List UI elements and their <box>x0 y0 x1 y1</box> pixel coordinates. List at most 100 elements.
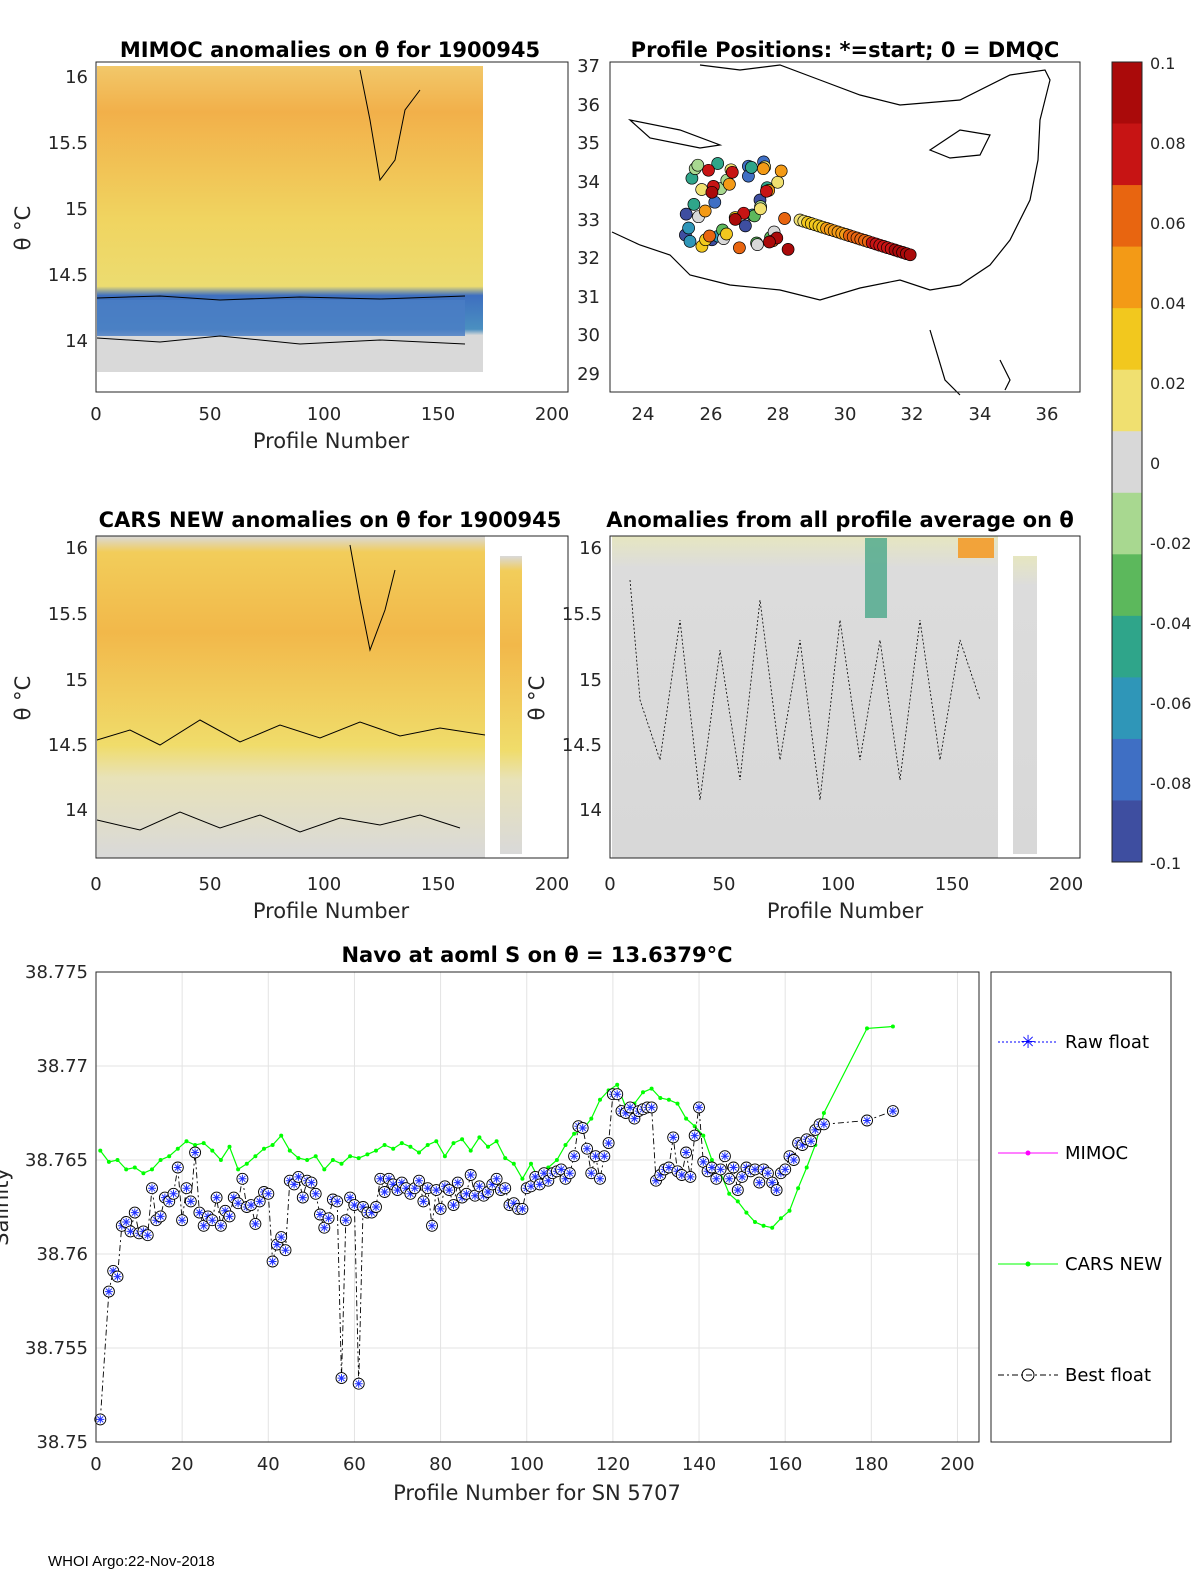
best-float-point <box>602 1137 615 1150</box>
profile-position-marker <box>728 213 742 226</box>
salinity-axes-box <box>95 971 980 1443</box>
colorbar-cell <box>1112 492 1142 555</box>
coastline <box>611 64 1051 396</box>
tick-label: 14.5 <box>562 735 602 756</box>
best-float-point <box>331 1195 344 1208</box>
cars-new-point <box>520 1176 525 1181</box>
tick-label: 28 <box>767 404 790 425</box>
best-float-point <box>886 1105 899 1118</box>
best-float-point <box>594 1172 606 1185</box>
cars-new-point <box>796 1186 801 1191</box>
colorbar-cell <box>1112 800 1142 863</box>
best-float-point <box>111 1270 124 1283</box>
tick-label: 14 <box>65 331 88 352</box>
legend-label: MIMOC <box>1065 1143 1128 1164</box>
mimoc-y-ticks: 16 15.5 15 14.5 14 <box>48 67 88 352</box>
tick-label: 100 <box>307 874 341 895</box>
cars-new-point <box>589 1116 594 1121</box>
circle-icon <box>1021 1368 1035 1382</box>
tick-label: 16 <box>65 538 88 559</box>
profile-position-marker <box>679 207 693 221</box>
average-title: Anomalies from all profile average on θ <box>606 508 1074 532</box>
average-y-ticks: 16 15.5 15 14.5 14 <box>562 538 602 821</box>
colorbar-ticks: 0.1 0.08 0.06 0.04 0.02 0 -0.02 -0.04 -0… <box>1150 54 1191 873</box>
best-float-point <box>335 1372 348 1385</box>
best-float-point <box>611 1088 624 1101</box>
tick-label: 38.755 <box>25 1338 88 1359</box>
colorbar-tick: -0.04 <box>1150 614 1191 633</box>
cars-new-point <box>408 1144 413 1149</box>
best-float-point <box>779 1163 792 1176</box>
cars-y-ticks: 16 15.5 15 14.5 14 <box>48 538 88 821</box>
cars-xlabel: Profile Number <box>253 899 410 923</box>
cars-new-point <box>279 1133 284 1138</box>
cars-new-point <box>511 1161 516 1166</box>
cars-new-point <box>503 1156 508 1161</box>
best-float-point <box>516 1202 529 1215</box>
dot-icon <box>1025 1261 1031 1267</box>
panel-mimoc: MIMOC anomalies on θ for 1900945 0 50 10… <box>11 38 569 453</box>
profile-position-marker <box>781 243 795 256</box>
dot-icon <box>1025 1150 1031 1156</box>
tick-label: 16 <box>579 538 602 559</box>
profile-position-marker <box>723 177 736 191</box>
cars-new-point <box>356 1156 361 1161</box>
colorbar-cell <box>1112 615 1142 678</box>
average-hot-spot <box>958 538 994 558</box>
profile-position-marker <box>778 212 791 225</box>
cars-new-point <box>641 1090 645 1095</box>
colorbar-tick: 0.04 <box>1150 294 1186 313</box>
cars-new-point <box>563 1143 568 1147</box>
tick-label: 180 <box>854 1454 888 1475</box>
cars-new-point <box>227 1144 232 1149</box>
salinity-title: Navo at aoml S on θ = 13.6379°C <box>341 943 732 967</box>
mimoc-contour <box>96 69 466 345</box>
cars-x-ticks: 0 50 100 150 200 <box>90 874 569 895</box>
cars-new-point <box>193 1143 198 1147</box>
best-float-point <box>568 1150 581 1163</box>
legend-label: Best float <box>1065 1365 1151 1386</box>
cars-new-point <box>184 1139 189 1144</box>
cars-new-point <box>210 1148 215 1153</box>
cars-new-point <box>262 1146 266 1151</box>
cars-new-point <box>236 1167 241 1172</box>
cars-new-point <box>468 1148 473 1153</box>
panel-salinity: Navo at aoml S on θ = 13.6379°C 0 20 40 60 8… <box>0 943 1172 1505</box>
best-float-point <box>189 1146 202 1159</box>
profile-position-marker <box>691 158 705 172</box>
tick-label: 14.5 <box>48 265 88 286</box>
average-contour <box>629 579 981 801</box>
tick-label: 36 <box>577 95 600 116</box>
best-float-point <box>339 1214 352 1227</box>
tick-label: 200 <box>535 874 569 895</box>
best-float-point <box>167 1187 180 1200</box>
tick-label: 160 <box>768 1454 802 1475</box>
cars-new-point <box>253 1154 258 1159</box>
best-float-point <box>296 1191 309 1204</box>
best-float-point <box>223 1210 236 1223</box>
cars-new-point <box>365 1152 370 1157</box>
best-float-point <box>176 1214 189 1227</box>
average-x-ticks: 0 50 100 150 200 <box>604 874 1083 895</box>
legend-entry-raw-float: ✳ Raw float <box>998 1032 1149 1053</box>
cars-new-point <box>477 1135 482 1140</box>
best-float-point <box>451 1176 464 1189</box>
best-float-point <box>171 1161 184 1174</box>
best-float-point <box>581 1142 593 1155</box>
tick-label: 50 <box>199 874 222 895</box>
tick-label: 150 <box>935 874 969 895</box>
tick-label: 200 <box>1049 874 1083 895</box>
cars-contour <box>96 544 486 833</box>
best-float-point <box>861 1114 873 1127</box>
cars-new-point <box>770 1225 775 1230</box>
tick-label: 38.765 <box>25 1150 88 1171</box>
best-float-point <box>197 1219 210 1232</box>
tick-label: 38.75 <box>36 1432 88 1453</box>
best-float-point <box>413 1174 425 1187</box>
best-float-point <box>102 1285 115 1298</box>
best-float-point <box>723 1172 736 1185</box>
cars-new-point <box>598 1097 602 1102</box>
cars-new-point <box>322 1167 327 1172</box>
best-float-point <box>684 1170 697 1183</box>
tick-label: 24 <box>632 404 655 425</box>
